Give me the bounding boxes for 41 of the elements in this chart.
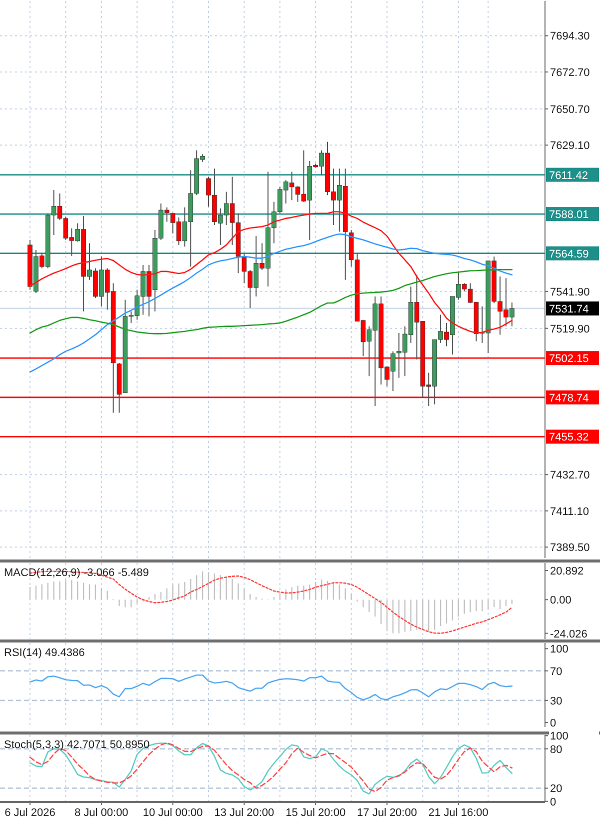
x-tick-label: 21 Jul 16:00 [428,807,488,819]
y-tick-label: 80 [550,744,562,756]
ref-line-label: 7588.01 [549,209,589,222]
ref-line-label: 7564.59 [549,248,589,260]
y-tick-label: 7432.70 [550,470,590,482]
y-tick-label: 20.892 [550,565,584,578]
y-tick-label: 7541.90 [550,286,590,298]
line-series [29,233,513,373]
y-tick-label: -24.026 [550,628,588,640]
y-tick-label: 0.00 [550,594,572,607]
ref-line-label: 7531.74 [549,303,589,316]
y-tick-label: 7672.70 [550,66,590,79]
y-tick-label: 100 [550,644,568,656]
y-tick-label: 30 [550,695,562,708]
y-tick-label: 7694.30 [550,30,590,43]
y-tick-label: 70 [550,666,562,678]
line-series [29,211,513,334]
y-tick-label: 7389.50 [550,542,590,554]
y-tick-label: 20 [550,783,562,796]
ref-line-label: 7502.15 [549,353,589,366]
chart-title: RSI(14) 49.4386 [4,647,85,659]
chart-title: MACD(12,26,9) -3.066 -5.489 [4,567,149,579]
ref-line-label: 7455.32 [549,432,589,444]
ref-line-label: 7611.42 [549,170,588,182]
y-tick-label: 100 [550,730,568,743]
line-series [29,674,513,700]
x-tick-label: 6 Jul 2026 [4,807,56,819]
line-series [29,268,513,334]
chart-title: Stoch(5,3,3) 42.7071 50.8950 [4,739,150,751]
y-tick-label: 0 [550,718,556,730]
x-tick-label: 17 Jul 20:00 [357,807,417,819]
x-tick-label: 13 Jul 20:00 [214,807,274,819]
y-tick-label: 0 [550,796,556,808]
x-tick-label: 10 Jul 00:00 [142,807,203,819]
y-tick-label: 7519.90 [550,323,590,336]
y-tick-label: 7650.70 [550,104,590,116]
x-tick-label: 8 Jul 00:00 [74,807,128,819]
y-tick-label: 7629.10 [550,140,590,152]
ref-line-label: 7478.74 [549,392,589,404]
y-tick-label: 7411.10 [550,506,589,518]
x-tick-label: 15 Jul 20:00 [286,807,346,819]
